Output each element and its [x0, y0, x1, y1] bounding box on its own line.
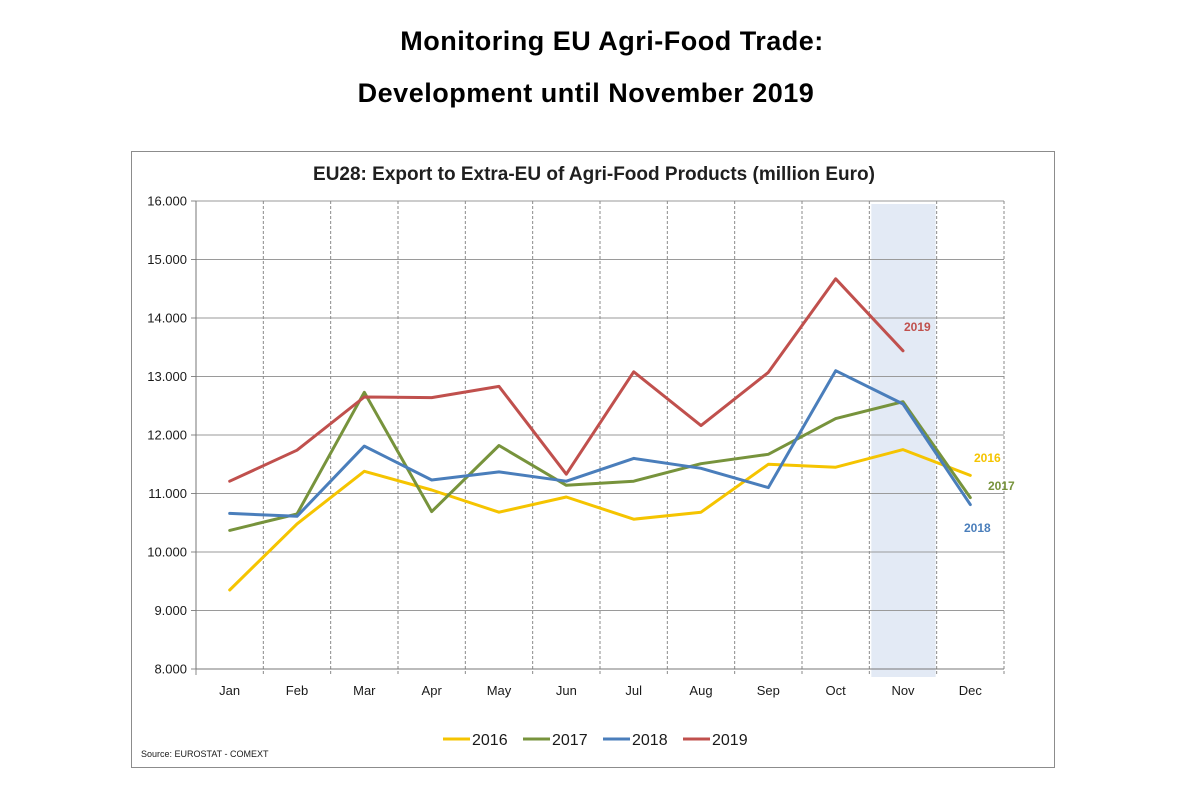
x-tick-label: Jul — [625, 683, 642, 698]
series-end-label-2019: 2019 — [904, 320, 931, 334]
series-lines — [228, 277, 972, 592]
x-tick-label: May — [487, 683, 512, 698]
series-end-label-2018: 2018 — [964, 521, 991, 535]
x-tick-label: Apr — [422, 683, 443, 698]
y-tick-label: 15.000 — [147, 252, 187, 267]
series-end-label-2016: 2016 — [974, 451, 1001, 465]
x-tick-label: Aug — [689, 683, 712, 698]
axes: 8.000 9.000 10.000 11.000 12.000 13.000 14.000… — [147, 194, 1004, 698]
y-tick-label: 11.000 — [148, 486, 187, 501]
x-tick-label: Nov — [891, 683, 915, 698]
y-tick-label: 10.000 — [147, 545, 187, 560]
y-tick-label: 14.000 — [147, 311, 187, 326]
x-tick-label: Jun — [556, 683, 577, 698]
highlight-nov-band — [871, 204, 936, 677]
y-tick-label: 8.000 — [154, 662, 187, 677]
source-note: Source: EUROSTAT - COMEXT — [141, 749, 269, 759]
chart-frame: 8.000 9.000 10.000 11.000 12.000 13.000 14.000… — [131, 151, 1055, 768]
x-tick-label: Oct — [826, 683, 847, 698]
series-line-2017 — [228, 390, 972, 532]
legend-label-2016: 2016 — [472, 732, 508, 749]
y-tick-label: 13.000 — [147, 369, 187, 384]
series-line-2018 — [228, 369, 972, 518]
x-tick-label: Sep — [757, 683, 780, 698]
series-line-2016 — [228, 448, 972, 592]
x-tick-label: Dec — [959, 683, 983, 698]
x-tick-label: Feb — [286, 683, 308, 698]
page-subtitle: Development until November 2019 — [357, 78, 815, 108]
legend-label-2018: 2018 — [632, 732, 668, 749]
series-line-2019 — [228, 277, 905, 483]
y-tick-label: 12.000 — [147, 428, 187, 443]
legend-label-2017: 2017 — [552, 732, 588, 749]
chart-title: EU28: Export to Extra-EU of Agri-Food Pr… — [313, 164, 875, 185]
x-tick-label: Mar — [353, 683, 376, 698]
y-tick-label: 9.000 — [154, 603, 187, 618]
line-chart: 8.000 9.000 10.000 11.000 12.000 13.000 14.000… — [141, 164, 1015, 759]
page-title: Monitoring EU Agri-Food Trade: — [400, 26, 824, 56]
series-end-label-2017: 2017 — [988, 479, 1015, 493]
y-tick-label: 16.000 — [147, 194, 187, 209]
legend: 2016 2017 2018 2019 — [443, 732, 748, 749]
x-tick-label: Jan — [219, 683, 240, 698]
legend-label-2019: 2019 — [712, 732, 748, 749]
series-end-labels: 2016 2017 2018 2019 — [904, 320, 1015, 535]
